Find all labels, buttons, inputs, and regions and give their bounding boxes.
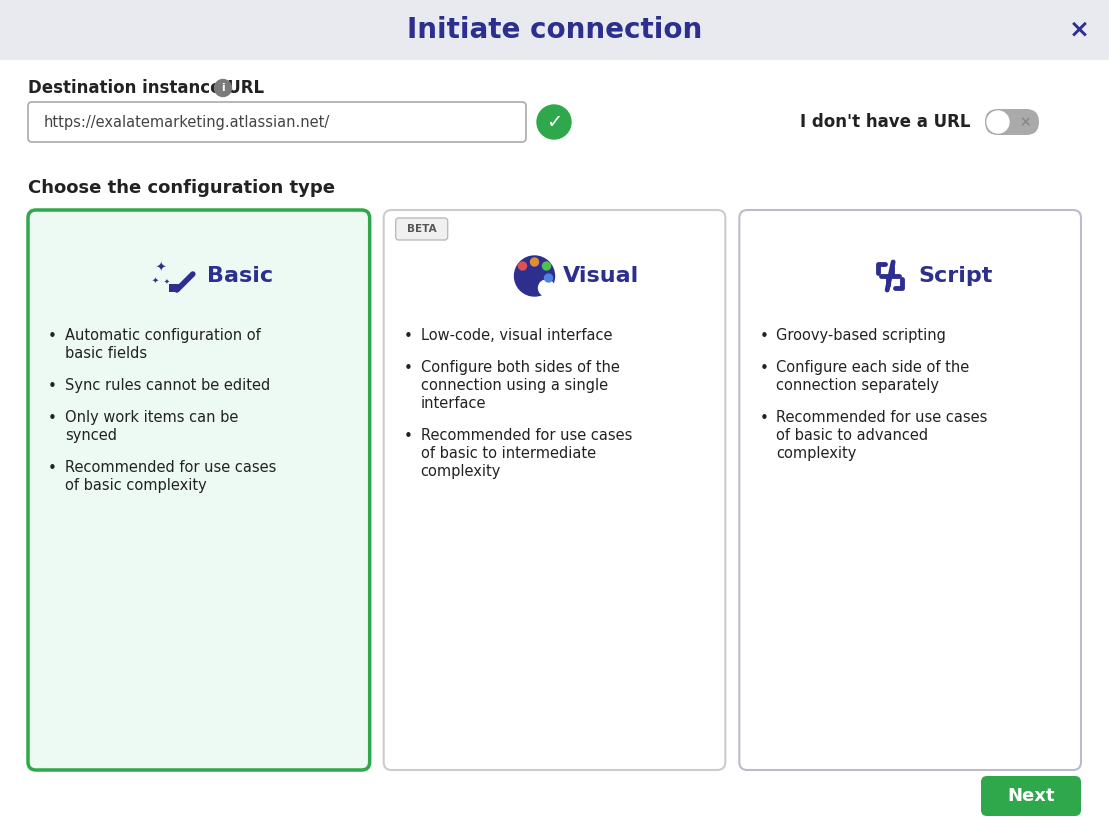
Text: Script: Script bbox=[918, 266, 993, 286]
Text: •: • bbox=[404, 329, 413, 344]
Circle shape bbox=[542, 262, 550, 270]
Text: of basic to intermediate: of basic to intermediate bbox=[420, 446, 596, 461]
Text: Groovy-based scripting: Groovy-based scripting bbox=[776, 328, 946, 343]
Text: ×: × bbox=[1068, 18, 1089, 42]
Text: •: • bbox=[404, 429, 413, 444]
Text: •: • bbox=[48, 411, 57, 426]
Text: Configure each side of the: Configure each side of the bbox=[776, 360, 969, 375]
Text: Next: Next bbox=[1007, 787, 1055, 805]
Circle shape bbox=[214, 80, 232, 96]
FancyBboxPatch shape bbox=[384, 210, 725, 770]
Text: Low-code, visual interface: Low-code, visual interface bbox=[420, 328, 612, 343]
Text: ✓: ✓ bbox=[546, 113, 562, 132]
Text: Visual: Visual bbox=[562, 266, 639, 286]
Text: Automatic configuration of: Automatic configuration of bbox=[65, 328, 261, 343]
FancyBboxPatch shape bbox=[981, 776, 1081, 816]
Text: I don't have a URL: I don't have a URL bbox=[800, 113, 970, 131]
Text: •: • bbox=[48, 379, 57, 394]
Text: basic fields: basic fields bbox=[65, 346, 147, 361]
Text: complexity: complexity bbox=[420, 464, 501, 479]
Text: synced: synced bbox=[65, 428, 118, 443]
FancyBboxPatch shape bbox=[169, 284, 179, 292]
Text: •: • bbox=[48, 329, 57, 344]
Text: ✦: ✦ bbox=[151, 275, 159, 284]
Text: •: • bbox=[48, 461, 57, 476]
Text: of basic to advanced: of basic to advanced bbox=[776, 428, 928, 443]
Circle shape bbox=[537, 105, 571, 139]
Text: ✦: ✦ bbox=[155, 261, 166, 275]
Text: connection using a single: connection using a single bbox=[420, 378, 608, 393]
Circle shape bbox=[515, 256, 554, 296]
Text: Basic: Basic bbox=[207, 266, 273, 286]
Circle shape bbox=[987, 111, 1009, 133]
Text: interface: interface bbox=[420, 396, 486, 411]
Circle shape bbox=[545, 274, 552, 282]
Text: Recommended for use cases: Recommended for use cases bbox=[65, 460, 276, 475]
Text: connection separately: connection separately bbox=[776, 378, 939, 393]
Text: ×: × bbox=[1019, 115, 1030, 129]
Text: Sync rules cannot be edited: Sync rules cannot be edited bbox=[65, 378, 271, 393]
Text: BETA: BETA bbox=[407, 224, 437, 234]
Text: Recommended for use cases: Recommended for use cases bbox=[420, 428, 632, 443]
Text: •: • bbox=[760, 361, 769, 376]
Circle shape bbox=[519, 262, 527, 270]
Text: Configure both sides of the: Configure both sides of the bbox=[420, 360, 620, 375]
Text: ✦: ✦ bbox=[164, 279, 170, 285]
FancyBboxPatch shape bbox=[396, 218, 448, 240]
Text: Destination instance URL: Destination instance URL bbox=[28, 79, 264, 97]
Text: i: i bbox=[221, 83, 225, 93]
Text: Only work items can be: Only work items can be bbox=[65, 410, 238, 425]
Text: https://exalatemarketing.atlassian.net/: https://exalatemarketing.atlassian.net/ bbox=[44, 114, 330, 130]
FancyBboxPatch shape bbox=[28, 102, 526, 142]
FancyBboxPatch shape bbox=[0, 0, 1109, 60]
Circle shape bbox=[530, 258, 539, 266]
FancyBboxPatch shape bbox=[985, 109, 1039, 135]
Text: complexity: complexity bbox=[776, 446, 857, 461]
Circle shape bbox=[539, 280, 554, 296]
FancyBboxPatch shape bbox=[28, 210, 369, 770]
Text: Initiate connection: Initiate connection bbox=[407, 16, 702, 44]
Text: •: • bbox=[760, 329, 769, 344]
Text: Recommended for use cases: Recommended for use cases bbox=[776, 410, 988, 425]
Text: of basic complexity: of basic complexity bbox=[65, 478, 206, 493]
Text: •: • bbox=[760, 411, 769, 426]
Text: Choose the configuration type: Choose the configuration type bbox=[28, 179, 335, 197]
FancyBboxPatch shape bbox=[740, 210, 1081, 770]
Text: •: • bbox=[404, 361, 413, 376]
